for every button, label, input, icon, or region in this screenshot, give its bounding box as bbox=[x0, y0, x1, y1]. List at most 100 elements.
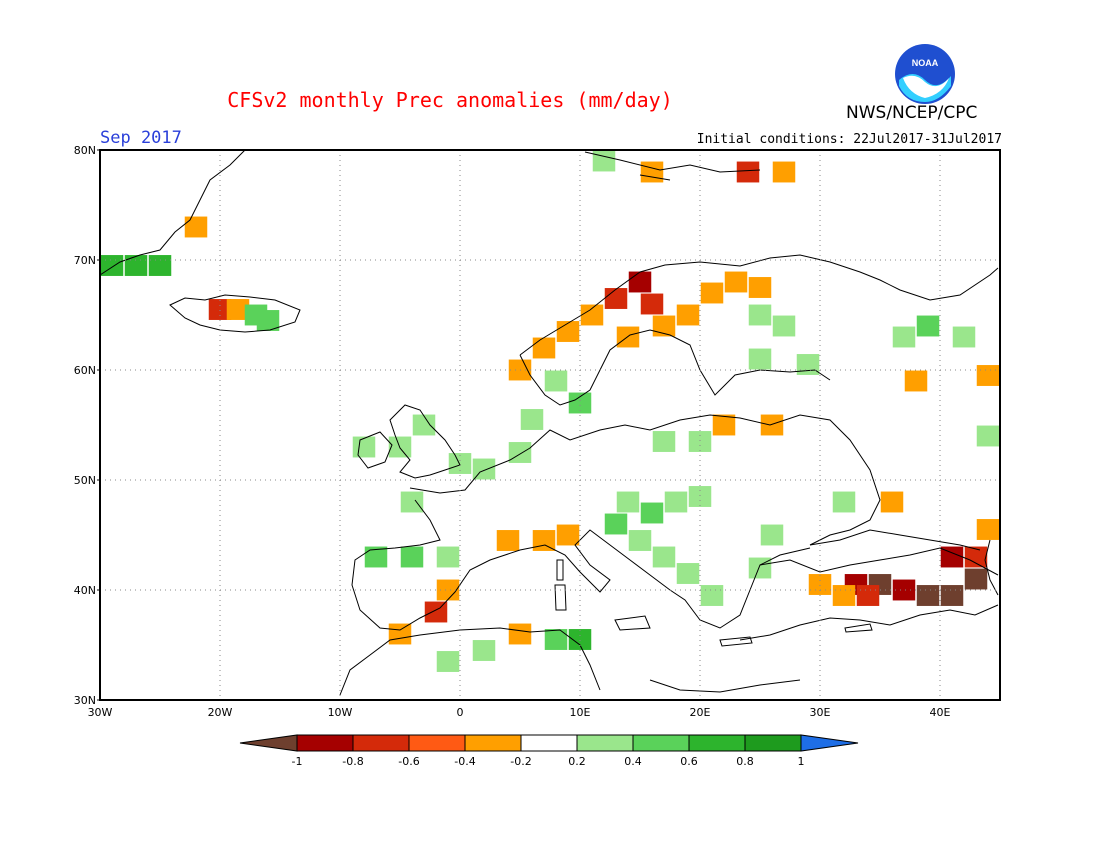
anomaly-cell bbox=[748, 348, 772, 370]
colorbar-segment bbox=[632, 734, 690, 752]
anomaly-cell bbox=[688, 486, 712, 507]
anomaly-cell bbox=[748, 277, 772, 298]
anomaly-cell bbox=[604, 288, 628, 309]
anomaly-cell bbox=[616, 491, 640, 513]
libya-egypt-coast bbox=[649, 679, 801, 693]
caspian-coast bbox=[984, 539, 999, 596]
anomaly-cell bbox=[568, 392, 592, 414]
anomaly-cell bbox=[208, 299, 232, 320]
anomaly-cell bbox=[952, 326, 976, 348]
anomaly-cell bbox=[532, 530, 556, 551]
anomaly-cell bbox=[592, 150, 616, 172]
anomaly-cell bbox=[736, 161, 760, 183]
anomaly-cell bbox=[964, 546, 988, 568]
map-title: CFSv2 monthly Prec anomalies (mm/day) bbox=[227, 88, 673, 112]
anomaly-cell bbox=[628, 271, 652, 293]
lat-tick-label: 80N bbox=[74, 144, 96, 157]
map-frame bbox=[99, 149, 1001, 701]
black-sea-south-coast bbox=[759, 547, 999, 576]
anomaly-cell bbox=[760, 414, 784, 436]
anomaly-cell bbox=[652, 431, 676, 452]
anomaly-cell bbox=[652, 546, 676, 568]
colorbar-label: 1 bbox=[798, 755, 805, 768]
anomaly-cell bbox=[772, 161, 796, 183]
colorbar-segment bbox=[576, 734, 634, 752]
anomaly-cell bbox=[226, 299, 250, 320]
anomaly-cell bbox=[976, 425, 1000, 447]
anomaly-cell bbox=[184, 216, 208, 238]
anomaly-cell bbox=[400, 546, 424, 568]
colorbar-label: 0.2 bbox=[568, 755, 586, 768]
colorbar-label: -0.2 bbox=[510, 755, 531, 768]
sicily-coast bbox=[614, 615, 651, 631]
anomaly-cell bbox=[808, 574, 832, 595]
anomaly-cell bbox=[352, 436, 376, 458]
logo-text: NOAA bbox=[912, 58, 939, 68]
colorbar-segment bbox=[520, 734, 578, 752]
anomaly-cell bbox=[424, 601, 448, 623]
colorbar-segment bbox=[408, 734, 466, 752]
anomaly-cell bbox=[412, 414, 436, 436]
anomaly-cell bbox=[496, 530, 520, 551]
anomaly-cell bbox=[892, 579, 916, 601]
anomaly-cell bbox=[448, 453, 472, 474]
anomaly-cell bbox=[880, 491, 904, 513]
anatolia-south-coast bbox=[739, 604, 999, 641]
anomaly-cell bbox=[436, 651, 460, 672]
anomaly-cell bbox=[628, 530, 652, 551]
colorbar-label: -0.8 bbox=[342, 755, 363, 768]
anomaly-cell bbox=[532, 337, 556, 359]
anomaly-cell bbox=[700, 282, 724, 304]
lon-tick-label: 30W bbox=[88, 706, 113, 719]
anomaly-cell bbox=[916, 315, 940, 337]
forecast-month: Sep 2017 bbox=[100, 128, 182, 148]
colorbar-label: 0.8 bbox=[736, 755, 754, 768]
sardinia-coast bbox=[554, 584, 567, 611]
ireland-coast bbox=[357, 431, 393, 469]
anomaly-cell bbox=[400, 491, 424, 513]
anomaly-cell bbox=[904, 370, 928, 392]
colorbar-label: -1 bbox=[292, 755, 303, 768]
lon-tick-label: 20E bbox=[690, 706, 711, 719]
anomaly-cell bbox=[676, 304, 700, 326]
lon-tick-label: 0 bbox=[457, 706, 464, 719]
anomaly-cell bbox=[892, 326, 916, 348]
colorbar-segment bbox=[464, 734, 522, 752]
cyprus-coast bbox=[844, 623, 873, 633]
anomaly-cell bbox=[604, 513, 628, 535]
crete-coast bbox=[719, 636, 753, 647]
lat-tick-label: 30N bbox=[74, 694, 96, 707]
anomaly-cell bbox=[856, 585, 880, 606]
lat-tick-label: 50N bbox=[74, 474, 96, 487]
anomaly-cell bbox=[472, 640, 496, 661]
lon-tick-label: 10E bbox=[570, 706, 591, 719]
anomaly-cell bbox=[664, 491, 688, 513]
anomaly-cell bbox=[796, 354, 820, 375]
anomaly-cell bbox=[652, 315, 676, 337]
anomaly-cell bbox=[124, 255, 148, 276]
svalbard-coast bbox=[584, 151, 761, 181]
anomaly-cell bbox=[976, 519, 1000, 540]
anomaly-cell bbox=[676, 563, 700, 584]
lat-tick-label: 60N bbox=[74, 364, 96, 377]
corsica-coast bbox=[556, 559, 564, 581]
anomaly-cell bbox=[580, 304, 604, 326]
initial-conditions: Initial conditions: 22Jul2017-31Jul2017 bbox=[696, 132, 1002, 147]
greenland-coast bbox=[99, 149, 246, 276]
colorbar: -1 -0.8 -0.6 -0.4 -0.2 0.2 0.4 0.6 0.8 1 bbox=[239, 734, 859, 768]
colorbar-label: -0.4 bbox=[454, 755, 475, 768]
anomaly-cell bbox=[364, 546, 388, 568]
lon-tick-label: 20W bbox=[208, 706, 233, 719]
anomaly-cell bbox=[388, 623, 412, 645]
colorbar-segment bbox=[296, 734, 354, 752]
continent-north-coast bbox=[409, 414, 881, 546]
anomaly-cell bbox=[568, 629, 592, 650]
colorbar-label: 0.4 bbox=[624, 755, 642, 768]
anomaly-cell bbox=[940, 546, 964, 568]
coastlines bbox=[99, 149, 999, 696]
anomaly-cell bbox=[640, 293, 664, 315]
anomaly-cell bbox=[544, 629, 568, 650]
anomaly-cell bbox=[544, 370, 568, 392]
graticule bbox=[100, 150, 1000, 700]
